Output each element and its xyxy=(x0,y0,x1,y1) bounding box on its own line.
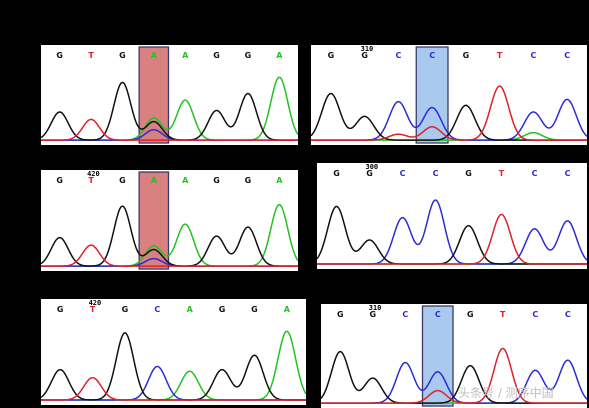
base-call-label: G xyxy=(119,51,126,60)
base-call-label: C xyxy=(565,310,571,319)
base-call-label: A xyxy=(276,51,283,60)
base-call-label: A xyxy=(151,176,158,185)
base-call-label: G xyxy=(361,51,368,60)
position-label: 420 xyxy=(89,299,102,307)
base-call-label: C xyxy=(565,169,571,178)
base-call-label: C xyxy=(532,310,538,319)
base-call-label: T xyxy=(499,169,505,178)
chromatogram-panel-top-right: 310 G G C C G T C C xyxy=(311,45,587,145)
base-call-label: T xyxy=(497,51,503,60)
base-call-label: G xyxy=(366,169,373,178)
base-call-label: C xyxy=(564,51,570,60)
chromatogram-plot: 420 G T G C A G G A xyxy=(41,299,306,401)
trace-T xyxy=(321,347,587,404)
base-call-label: G xyxy=(213,51,220,60)
base-call-label: A xyxy=(182,51,189,60)
base-call-label: G xyxy=(219,305,226,314)
highlight-box xyxy=(138,46,170,144)
base-call-label: G xyxy=(119,176,126,185)
base-call-label: A xyxy=(187,305,194,314)
base-call-label: G xyxy=(57,305,64,314)
trace-G xyxy=(317,205,587,265)
trace-T xyxy=(41,244,298,267)
chromatogram-panel-middle-left: 420 G T G A A G G A xyxy=(41,170,298,271)
chromatogram-panel-middle-right: 300 G G C C G T C C xyxy=(317,163,587,269)
highlight-box xyxy=(415,46,449,144)
base-call-label: C xyxy=(532,169,538,178)
trace-T xyxy=(317,213,587,265)
base-call-label: T xyxy=(500,310,506,319)
watermark: 头条号 / 测序中国 xyxy=(458,386,554,400)
base-call-label: C xyxy=(530,51,536,60)
highlight-box xyxy=(138,171,170,270)
base-call-label: G xyxy=(465,169,472,178)
trace-T xyxy=(41,118,298,141)
base-call-label: G xyxy=(333,169,340,178)
trace-A xyxy=(41,330,306,401)
base-call-label: G xyxy=(245,51,252,60)
base-call-label: G xyxy=(122,305,129,314)
chromatogram-panel-bottom-right: 310 G G C C G T C C xyxy=(321,304,587,408)
position-label: 310 xyxy=(361,45,374,53)
base-call-label: A xyxy=(276,176,283,185)
base-call-label: G xyxy=(467,310,474,319)
base-call-label: G xyxy=(463,51,470,60)
base-call-label: C xyxy=(429,51,435,60)
base-call-label: G xyxy=(56,176,63,185)
trace-G xyxy=(311,92,587,141)
chromatogram-panel-bottom-left: 420 G T G C A G G A xyxy=(41,299,306,405)
trace-G xyxy=(41,81,298,141)
base-call-label: T xyxy=(88,176,94,185)
base-call-label: G xyxy=(213,176,220,185)
base-call-label: G xyxy=(328,51,335,60)
base-call-label: C xyxy=(435,310,441,319)
base-call-label: C xyxy=(433,169,439,178)
base-call-label: A xyxy=(284,305,291,314)
trace-T xyxy=(41,376,306,401)
base-call-label: G xyxy=(56,51,63,60)
base-call-label: C xyxy=(402,310,408,319)
chromatogram-plot: 420 G T G A A G G A xyxy=(41,170,298,270)
position-label: 420 xyxy=(87,170,100,178)
trace-T xyxy=(311,85,587,141)
base-call-label: G xyxy=(245,176,252,185)
trace-C xyxy=(317,199,587,265)
base-call-label: G xyxy=(251,305,258,314)
base-call-label: C xyxy=(395,51,401,60)
trace-G xyxy=(41,205,298,267)
base-call-label: C xyxy=(400,169,406,178)
position-label: 300 xyxy=(366,163,379,171)
base-call-label: T xyxy=(90,305,96,314)
base-call-label: G xyxy=(337,310,344,319)
base-call-label: G xyxy=(369,310,376,319)
position-label: 310 xyxy=(369,304,382,312)
base-call-label: A xyxy=(151,51,158,60)
base-call-label: T xyxy=(88,51,94,60)
highlight-box xyxy=(421,305,454,407)
base-call-label: C xyxy=(154,305,160,314)
base-call-label: A xyxy=(182,176,189,185)
